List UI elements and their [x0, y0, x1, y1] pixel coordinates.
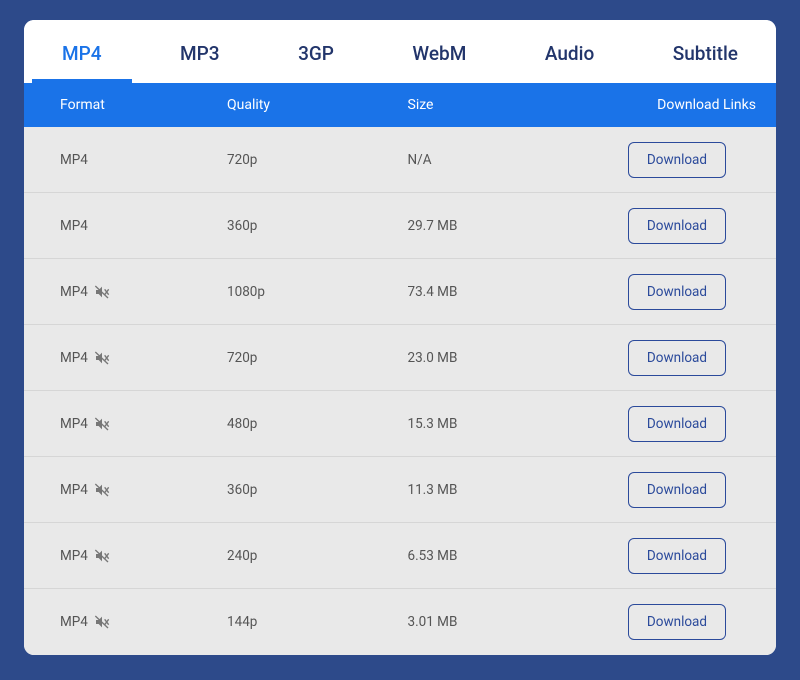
muted-icon: [94, 416, 110, 432]
cell-download: Download: [588, 208, 776, 244]
table-row: MP4 1080p73.4 MB Download: [24, 259, 776, 325]
cell-size: 11.3 MB: [408, 482, 588, 498]
table-header: Format Quality Size Download Links: [24, 83, 776, 127]
download-button[interactable]: Download: [628, 472, 726, 508]
muted-icon: [94, 614, 110, 630]
format-label: MP4: [60, 548, 88, 564]
column-header-quality: Quality: [227, 97, 407, 113]
muted-icon: [94, 548, 110, 564]
cell-format: MP4: [24, 614, 227, 630]
muted-icon: [94, 482, 110, 498]
table-row: MP4 360p11.3 MB Download: [24, 457, 776, 523]
cell-download: Download: [588, 406, 776, 442]
cell-size: 73.4 MB: [408, 284, 588, 300]
cell-quality: 360p: [227, 218, 407, 234]
table-row: MP4 720p23.0 MB Download: [24, 325, 776, 391]
cell-quality: 720p: [227, 152, 407, 168]
table-row: MP4 480p15.3 MB Download: [24, 391, 776, 457]
muted-icon: [94, 284, 110, 300]
format-label: MP4: [60, 284, 88, 300]
cell-format: MP4: [24, 284, 227, 300]
cell-format: MP4: [24, 350, 227, 366]
cell-download: Download: [588, 142, 776, 178]
cell-quality: 144p: [227, 614, 407, 630]
cell-format: MP4: [24, 548, 227, 564]
format-label: MP4: [60, 482, 88, 498]
column-header-format: Format: [24, 97, 227, 113]
cell-download: Download: [588, 340, 776, 376]
table-body: MP4720pN/ADownloadMP4360p29.7 MBDownload…: [24, 127, 776, 655]
download-button[interactable]: Download: [628, 538, 726, 574]
cell-download: Download: [588, 604, 776, 640]
table-row: MP4 240p6.53 MB Download: [24, 523, 776, 589]
cell-size: 15.3 MB: [408, 416, 588, 432]
cell-size: 3.01 MB: [408, 614, 588, 630]
table-row: MP4 144p3.01 MB Download: [24, 589, 776, 655]
column-header-download: Download Links: [588, 97, 776, 113]
cell-download: Download: [588, 472, 776, 508]
cell-quality: 360p: [227, 482, 407, 498]
download-button[interactable]: Download: [628, 142, 726, 178]
cell-quality: 240p: [227, 548, 407, 564]
format-label: MP4: [60, 416, 88, 432]
format-label: MP4: [60, 614, 88, 630]
format-label: MP4: [60, 152, 88, 168]
download-button[interactable]: Download: [628, 208, 726, 244]
cell-download: Download: [588, 274, 776, 310]
cell-download: Download: [588, 538, 776, 574]
muted-icon: [94, 350, 110, 366]
table-row: MP4 720pN/A Download: [24, 127, 776, 193]
tab-mp4[interactable]: MP4: [54, 20, 110, 83]
cell-format: MP4: [24, 482, 227, 498]
tab-mp3[interactable]: MP3: [172, 20, 228, 83]
download-button[interactable]: Download: [628, 340, 726, 376]
cell-size: N/A: [408, 152, 588, 168]
cell-size: 29.7 MB: [408, 218, 588, 234]
download-button[interactable]: Download: [628, 604, 726, 640]
download-card: MP4 MP3 3GP WebM Audio Subtitle Format Q…: [24, 20, 776, 655]
cell-format: MP4: [24, 218, 227, 234]
cell-size: 6.53 MB: [408, 548, 588, 564]
download-button[interactable]: Download: [628, 406, 726, 442]
cell-format: MP4: [24, 152, 227, 168]
tab-audio[interactable]: Audio: [537, 20, 602, 83]
download-button[interactable]: Download: [628, 274, 726, 310]
table-row: MP4 360p29.7 MB Download: [24, 193, 776, 259]
tab-3gp[interactable]: 3GP: [290, 20, 342, 83]
format-label: MP4: [60, 350, 88, 366]
cell-quality: 720p: [227, 350, 407, 366]
cell-quality: 1080p: [227, 284, 407, 300]
column-header-size: Size: [408, 97, 588, 113]
cell-quality: 480p: [227, 416, 407, 432]
tab-subtitle[interactable]: Subtitle: [665, 20, 746, 83]
format-label: MP4: [60, 218, 88, 234]
cell-size: 23.0 MB: [408, 350, 588, 366]
tab-webm[interactable]: WebM: [404, 20, 474, 83]
cell-format: MP4: [24, 416, 227, 432]
format-tabs: MP4 MP3 3GP WebM Audio Subtitle: [24, 20, 776, 83]
